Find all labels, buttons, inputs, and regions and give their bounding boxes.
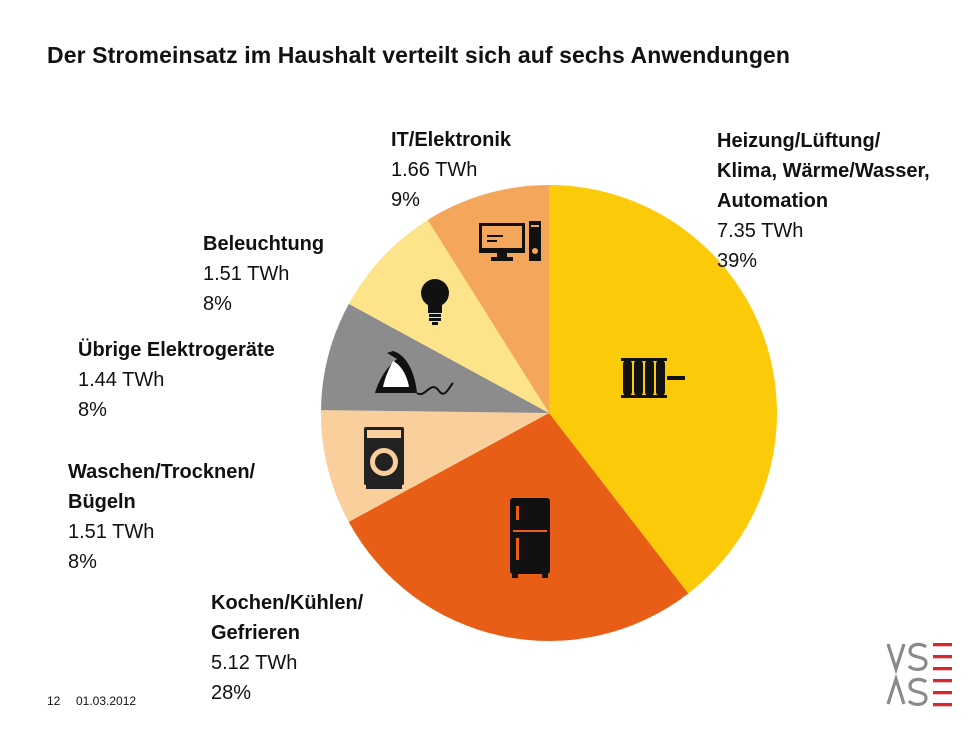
- slice-name: Waschen/Trocknen/: [68, 461, 256, 483]
- slice-name: Klima, Wärme/Wasser,: [717, 160, 930, 182]
- slice-label: IT/Elektronik 1.66 TWh 9%: [391, 125, 511, 215]
- slice-label: Waschen/Trocknen/Bügeln 1.51 TWh 8%: [68, 457, 255, 577]
- slice-name: Heizung/Lüftung/: [717, 130, 881, 152]
- slice-label: Übrige Elektrogeräte 1.44 TWh 8%: [78, 335, 275, 425]
- slice-percent: 8%: [68, 551, 97, 573]
- slice-name: Automation: [717, 190, 829, 212]
- pie-slice: [348, 219, 549, 413]
- slice-percent: 28%: [211, 682, 252, 704]
- slice-name: Bügeln: [68, 491, 136, 513]
- slice-value: 5.12 TWh: [211, 652, 298, 674]
- page-number: 12: [47, 694, 61, 708]
- slice-value: 7.35 TWh: [717, 220, 804, 242]
- iron-icon: [375, 351, 454, 396]
- slice-label: Kochen/Kühlen/Gefrieren 5.12 TWh 28%: [211, 588, 363, 708]
- chart-title: Der Stromeinsatz im Haushalt verteilt si…: [47, 42, 791, 68]
- slice-value: 1.51 TWh: [68, 521, 155, 543]
- slice-name: IT/Elektronik: [391, 129, 512, 151]
- slice-value: 1.44 TWh: [78, 369, 165, 391]
- slice-percent: 39%: [717, 250, 758, 272]
- slice-name: Übrige Elektrogeräte: [78, 339, 275, 361]
- slice-name: Gefrieren: [211, 622, 300, 644]
- vse-aes-logo: [886, 642, 952, 707]
- footer-date: 01.03.2012: [76, 694, 137, 708]
- computer-icon: [479, 221, 541, 261]
- slice-name: Beleuchtung: [203, 233, 325, 255]
- light-bulb-icon: [421, 279, 449, 325]
- slice-percent: 8%: [203, 293, 232, 315]
- slice-name: Kochen/Kühlen/: [211, 592, 364, 614]
- slice-label: Beleuchtung 1.51 TWh 8%: [203, 229, 324, 319]
- slice-percent: 8%: [78, 399, 107, 421]
- washing-machine-icon: [364, 427, 404, 489]
- radiator-icon: [621, 358, 685, 398]
- slice-value: 1.66 TWh: [391, 159, 478, 181]
- slice-percent: 9%: [391, 189, 420, 211]
- fridge-icon: [510, 498, 550, 578]
- slice-label: Heizung/Lüftung/Klima, Wärme/Wasser, Auto…: [717, 126, 930, 276]
- slice-value: 1.51 TWh: [203, 263, 290, 285]
